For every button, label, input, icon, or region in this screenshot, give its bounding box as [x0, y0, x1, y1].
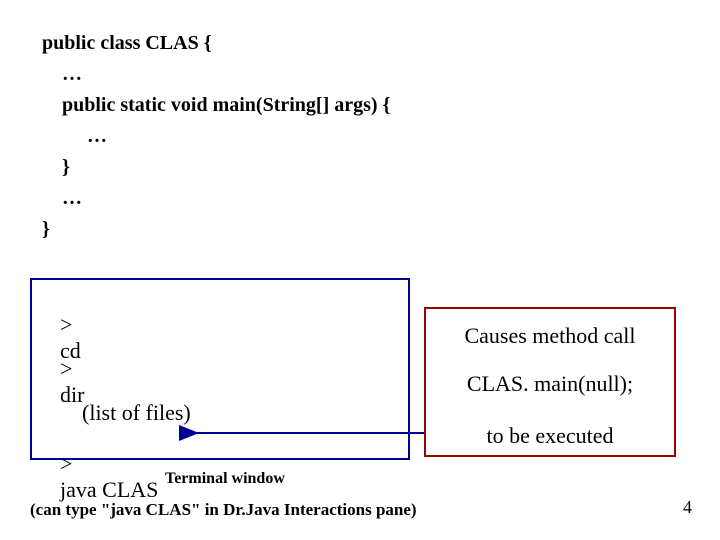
- code-line: }: [42, 214, 390, 245]
- explain-text: CLAS. main(null);: [426, 371, 674, 397]
- terminal-text: (list of files): [82, 400, 191, 425]
- code-line: public static void main(String[] args) {: [42, 90, 390, 121]
- page-number: 4: [683, 497, 692, 518]
- footnote-text: (can type "java CLAS" in Dr.Java Interac…: [30, 500, 417, 520]
- explain-text: Causes method call: [426, 323, 674, 349]
- prompt-symbol: >: [60, 451, 82, 477]
- code-line: public class CLAS {: [42, 28, 390, 59]
- explain-text: to be executed: [426, 423, 674, 449]
- code-line: }: [42, 152, 390, 183]
- java-code-block: public class CLAS { … public static void…: [42, 28, 390, 245]
- code-line: …: [42, 59, 390, 90]
- terminal-command: java CLAS: [60, 477, 158, 502]
- code-line: …: [42, 183, 390, 214]
- explanation-box: Causes method call CLAS. main(null); to …: [424, 307, 676, 457]
- arrow-icon: [185, 418, 430, 448]
- terminal-caption-label: Terminal window: [165, 470, 285, 488]
- code-line: …: [42, 121, 390, 152]
